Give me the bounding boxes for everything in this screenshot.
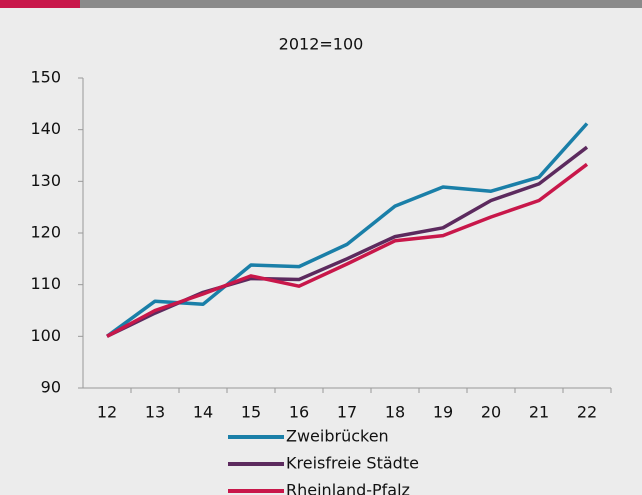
x-tick-label: 16 — [289, 403, 309, 422]
x-tick-label: 14 — [193, 403, 213, 422]
x-tick-label: 17 — [337, 403, 357, 422]
y-tick-label: 150 — [30, 68, 61, 87]
y-tick-label: 130 — [30, 171, 61, 190]
chart-title: 2012=100 — [279, 35, 364, 54]
y-tick-label: 100 — [30, 326, 61, 345]
legend-label: Zweibrücken — [286, 427, 389, 446]
x-tick-label: 12 — [97, 403, 117, 422]
top-bar — [80, 0, 642, 8]
y-tick-label: 120 — [30, 223, 61, 242]
x-tick-label: 19 — [433, 403, 453, 422]
x-tick-label: 22 — [577, 403, 597, 422]
x-tick-label: 18 — [385, 403, 405, 422]
series-line — [106, 162, 589, 338]
y-tick-label: 90 — [41, 378, 61, 397]
series-line — [105, 122, 589, 338]
y-tick-label: 140 — [30, 119, 61, 138]
series-line — [106, 145, 589, 338]
top-bar-accent — [0, 0, 80, 8]
x-tick-label: 13 — [145, 403, 165, 422]
x-tick-label: 21 — [529, 403, 549, 422]
x-tick-label: 15 — [241, 403, 261, 422]
legend-label: Kreisfreie Städte — [286, 454, 419, 473]
y-tick-label: 110 — [30, 274, 61, 293]
legend-label: Rheinland-Pfalz — [286, 481, 410, 495]
x-tick-label: 20 — [481, 403, 501, 422]
